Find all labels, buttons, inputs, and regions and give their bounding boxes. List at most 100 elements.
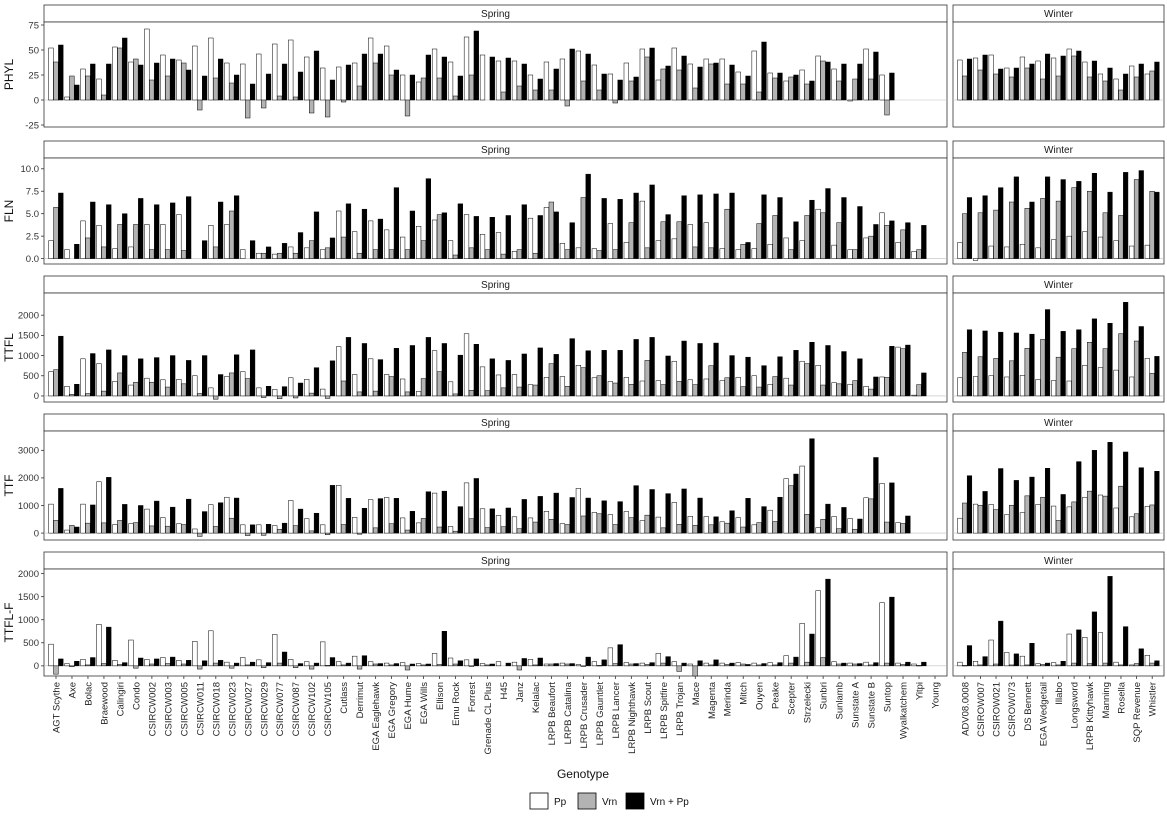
bar: [393, 187, 400, 259]
bar: [639, 520, 645, 534]
genotype-tick-label: CSIRCW005: [179, 682, 190, 736]
bar: [160, 517, 166, 534]
bar: [957, 661, 963, 667]
bar: [399, 662, 406, 667]
bar: [799, 360, 805, 397]
bar: [1060, 660, 1066, 667]
bar: [245, 99, 251, 119]
bar: [580, 515, 586, 534]
genotype-tick-label: LRPB Gauntlet: [595, 682, 606, 746]
bar: [218, 374, 224, 397]
genotype-tick-label: Scepter: [787, 682, 798, 715]
bar: [703, 516, 709, 534]
bar: [788, 249, 794, 259]
bar: [847, 662, 853, 667]
bar: [1045, 53, 1051, 101]
genotype-tick-label: CSIRCW029: [259, 682, 270, 736]
genotype-tick-label: Grenade CL Plus: [483, 682, 494, 755]
bar: [966, 645, 973, 667]
genotype-tick-label: LRPB Lancer: [611, 682, 622, 739]
bar: [831, 516, 837, 534]
bar: [329, 485, 336, 534]
bar: [345, 203, 352, 259]
bar: [1055, 520, 1061, 534]
bar: [441, 631, 447, 667]
bar: [361, 53, 368, 101]
bar: [879, 602, 885, 667]
bar: [176, 214, 182, 259]
bar: [756, 664, 762, 667]
y-tick-label: 2.5: [26, 231, 39, 242]
bar: [90, 63, 96, 101]
y-tick-label: 3000: [18, 446, 39, 457]
genotype-tick-label: LRPB Trojan: [675, 682, 686, 736]
bar: [309, 530, 315, 534]
bar: [213, 526, 219, 534]
bar: [368, 499, 374, 534]
bar: [420, 664, 427, 667]
bar: [988, 504, 994, 534]
bar: [649, 337, 655, 397]
bar: [729, 192, 735, 259]
bar: [962, 502, 968, 534]
genotype-tick-label: Mitch: [739, 682, 750, 705]
genotype-tick-label: Mace: [691, 682, 702, 705]
bar: [265, 73, 272, 101]
bar: [729, 662, 735, 667]
bar: [1009, 201, 1015, 259]
bar: [320, 524, 326, 534]
bar: [644, 360, 650, 397]
bar: [101, 390, 107, 397]
bar: [962, 352, 968, 397]
bar: [58, 44, 64, 101]
bar: [916, 665, 922, 667]
bar: [313, 662, 320, 667]
bar: [261, 395, 267, 398]
bar: [90, 657, 96, 667]
bar: [1123, 172, 1129, 259]
bar: [128, 246, 134, 259]
bar: [233, 354, 240, 397]
bar: [53, 665, 59, 675]
bar: [1133, 76, 1140, 101]
bar: [993, 663, 999, 667]
genotype-tick-label: CSIROW007: [976, 682, 987, 737]
bar: [69, 75, 75, 101]
bar: [564, 524, 570, 534]
bar: [272, 389, 278, 397]
bar: [793, 74, 799, 101]
bar: [74, 660, 80, 667]
bar: [820, 60, 826, 101]
genotype-tick-label: Sunbri: [819, 682, 830, 709]
bar: [1045, 176, 1051, 259]
bar: [767, 243, 773, 259]
bar: [687, 224, 693, 259]
genotype-tick-label: CSIRCW087: [291, 682, 302, 736]
bar: [713, 193, 719, 259]
bar: [473, 30, 479, 101]
bar: [703, 378, 709, 397]
bar: [1076, 329, 1082, 397]
bar: [352, 231, 358, 259]
bar: [468, 665, 475, 667]
bar: [548, 519, 554, 534]
bar: [186, 660, 192, 667]
genotype-tick-label: Axe: [67, 682, 78, 698]
bar: [889, 220, 895, 259]
bar: [911, 394, 917, 397]
bar: [1051, 505, 1057, 534]
bar: [345, 64, 352, 101]
bar: [596, 513, 602, 534]
bar: [277, 662, 283, 667]
bar: [644, 514, 650, 534]
bar: [628, 222, 634, 259]
bar: [1113, 507, 1119, 534]
bar: [921, 372, 927, 397]
bar: [703, 222, 709, 259]
bar: [692, 87, 698, 101]
bar: [505, 360, 511, 397]
genotype-tick-label: CSIROW073: [1007, 682, 1018, 737]
bar: [58, 192, 64, 259]
bar: [160, 379, 166, 397]
bar: [281, 243, 288, 259]
